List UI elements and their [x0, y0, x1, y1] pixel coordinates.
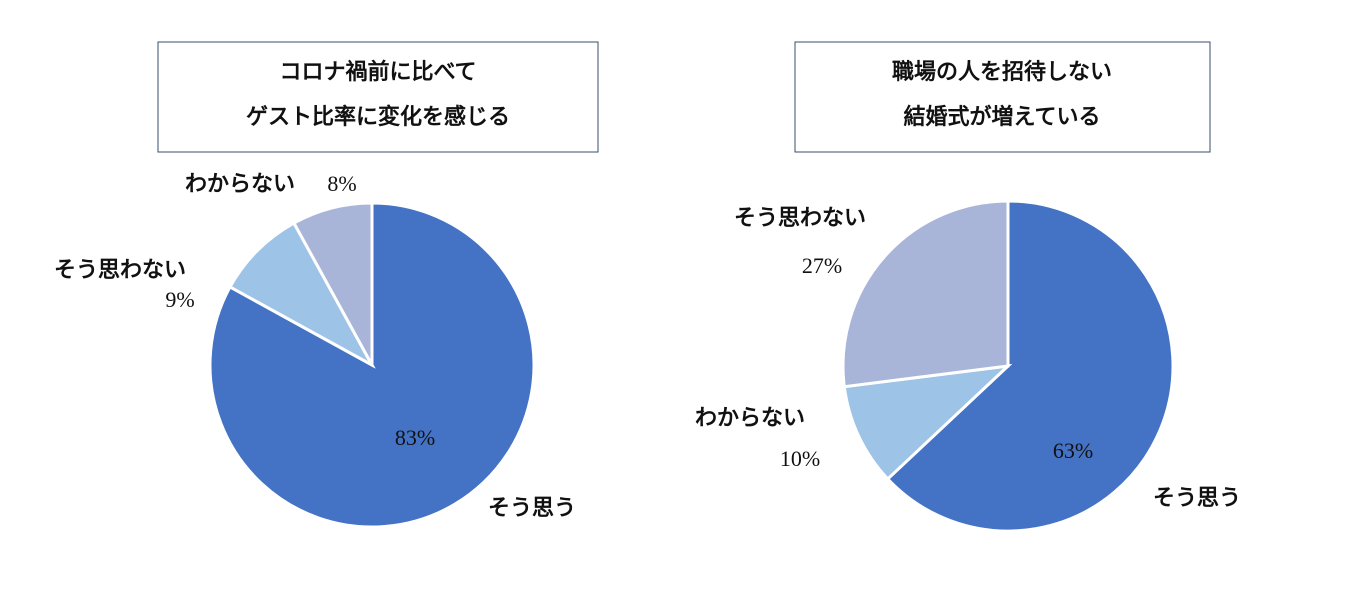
value-label: 83%	[395, 425, 435, 450]
category-label: わからない	[185, 171, 295, 196]
category-label: わからない	[695, 405, 805, 430]
chart-title: 職場の人を招待しない	[892, 59, 1112, 84]
chart-title: コロナ禍前に比べて	[279, 59, 476, 84]
category-label: そう思わない	[734, 205, 866, 230]
pie-slice	[291, 201, 374, 366]
category-label: そう思う	[488, 495, 576, 520]
chart-title: 結婚式が増えている	[904, 104, 1101, 129]
value-label: 9%	[165, 287, 194, 312]
value-label: 27%	[802, 253, 842, 278]
value-label: 8%	[327, 171, 356, 196]
pie-slice	[885, 199, 1175, 533]
title-box	[794, 41, 1211, 153]
category-label: そう思う	[1153, 485, 1241, 510]
pie-slice	[841, 199, 1010, 389]
pie-slice	[228, 221, 376, 369]
pie-slice	[842, 363, 1013, 482]
category-label: そう思わない	[54, 257, 186, 282]
chart-title: ゲスト比率に変化を感じる	[246, 104, 510, 129]
value-label: 10%	[780, 446, 820, 471]
value-label: 63%	[1053, 438, 1093, 463]
title-box	[157, 41, 599, 153]
